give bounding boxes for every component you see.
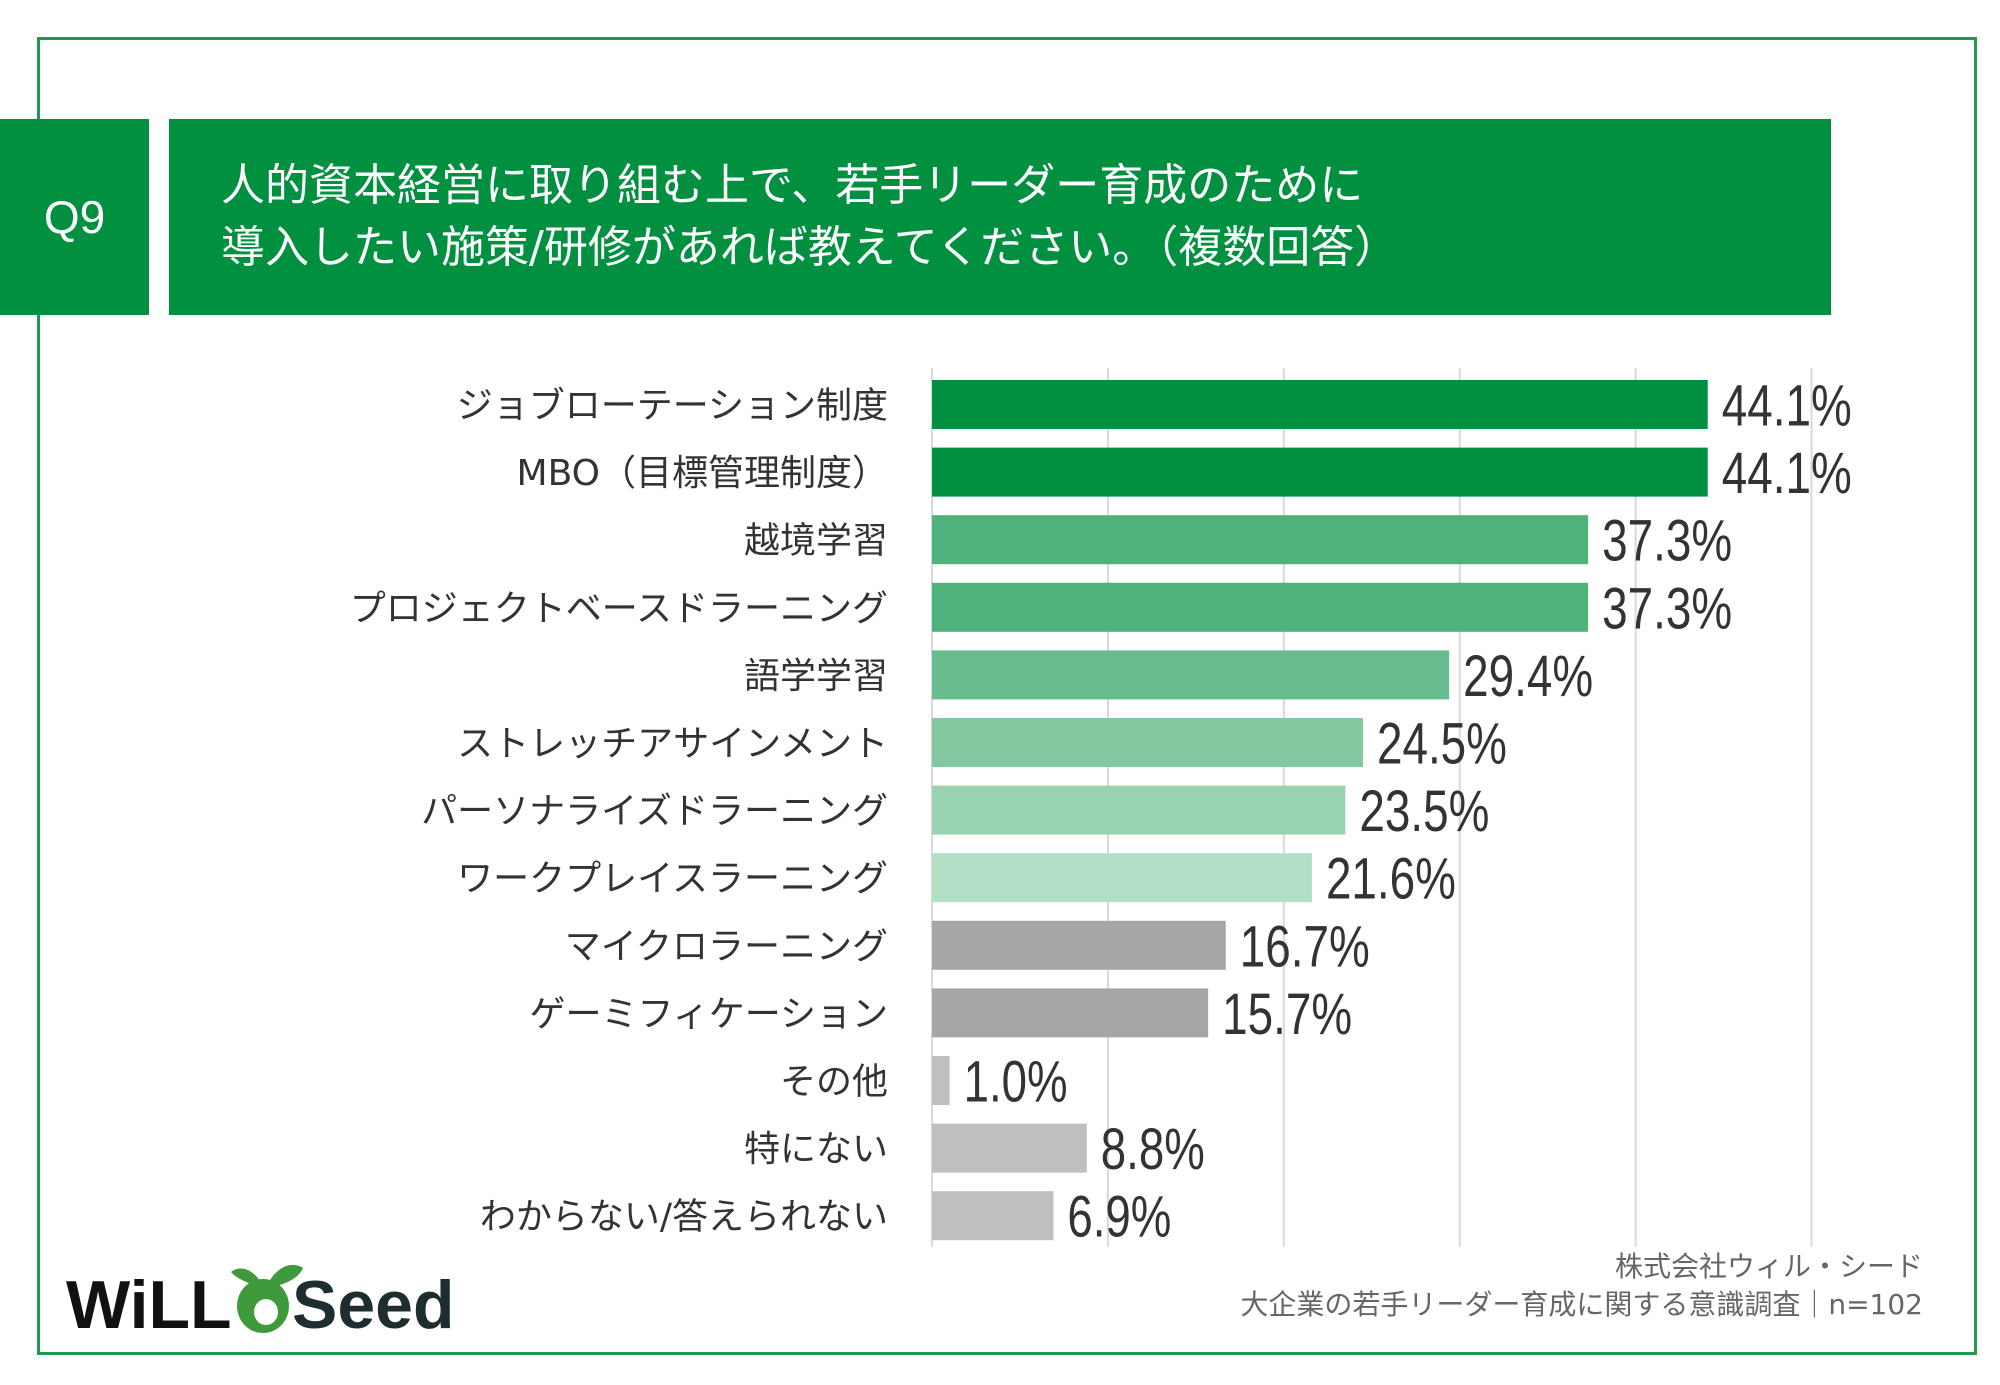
value-label: 1.0% <box>964 1050 1068 1115</box>
bar <box>932 1123 1087 1173</box>
footer-company: 株式会社ウィル・シード <box>1614 1250 1923 1283</box>
value-label: 8.8% <box>1101 1117 1205 1182</box>
bar <box>932 515 1589 565</box>
value-label: 44.1% <box>1722 441 1852 506</box>
category-label: ジョブローテーション制度 <box>457 386 888 427</box>
question-number: Q9 <box>0 119 149 315</box>
question-title: 人的資本経営に取り組む上で、若手リーダー育成のために 導入したい施策/研修があれ… <box>169 119 1831 315</box>
value-label: 29.4% <box>1463 644 1593 709</box>
value-label: 6.9% <box>1067 1185 1171 1250</box>
bar <box>932 447 1708 497</box>
bar <box>932 920 1226 970</box>
value-label: 37.3% <box>1602 509 1732 574</box>
category-label: マイクロラーニング <box>565 926 888 967</box>
value-label: 16.7% <box>1240 914 1370 979</box>
bar <box>932 582 1589 632</box>
bar <box>932 718 1363 767</box>
bar <box>932 1191 1054 1241</box>
value-label: 37.3% <box>1602 576 1732 641</box>
svg-text:WiLL: WiLL <box>66 1267 232 1340</box>
bar <box>932 785 1346 835</box>
category-label: ゲーミフィケーション <box>529 994 888 1035</box>
bar <box>932 650 1450 700</box>
svg-text:Seed: Seed <box>292 1267 455 1340</box>
bar <box>932 1056 950 1105</box>
footer-survey: 大企業の若手リーダー育成に関する意識調査｜n=102 <box>1240 1288 1923 1321</box>
title-line-2: 導入したい施策/研修があれば教えてください。（複数回答） <box>221 222 1399 273</box>
bar <box>932 988 1209 1038</box>
outer-frame <box>37 37 1977 1355</box>
category-label: MBO（目標管理制度） <box>517 453 888 494</box>
bar <box>932 853 1312 903</box>
value-label: 21.6% <box>1326 847 1456 912</box>
value-label: 24.5% <box>1377 712 1507 777</box>
value-label: 44.1% <box>1722 374 1852 439</box>
category-label: その他 <box>780 1062 888 1103</box>
category-label: プロジェクトベースドラーニング <box>350 588 888 629</box>
category-label: わからない/答えられない <box>480 1197 888 1238</box>
category-label: ワークプレイスラーニング <box>457 859 888 900</box>
value-label: 15.7% <box>1222 982 1352 1047</box>
bar <box>932 380 1708 429</box>
category-label: 越境学習 <box>744 521 888 562</box>
category-label: 特にない <box>744 1129 888 1170</box>
willseed-logo: WiLL Seed <box>66 1264 455 1340</box>
value-label: 23.5% <box>1359 779 1489 844</box>
category-label: パーソナライズドラーニング <box>421 791 888 832</box>
category-label: ストレッチアサインメント <box>457 724 888 765</box>
title-line-1: 人的資本経営に取り組む上で、若手リーダー育成のために <box>221 160 1364 211</box>
category-label: 語学学習 <box>744 656 888 697</box>
